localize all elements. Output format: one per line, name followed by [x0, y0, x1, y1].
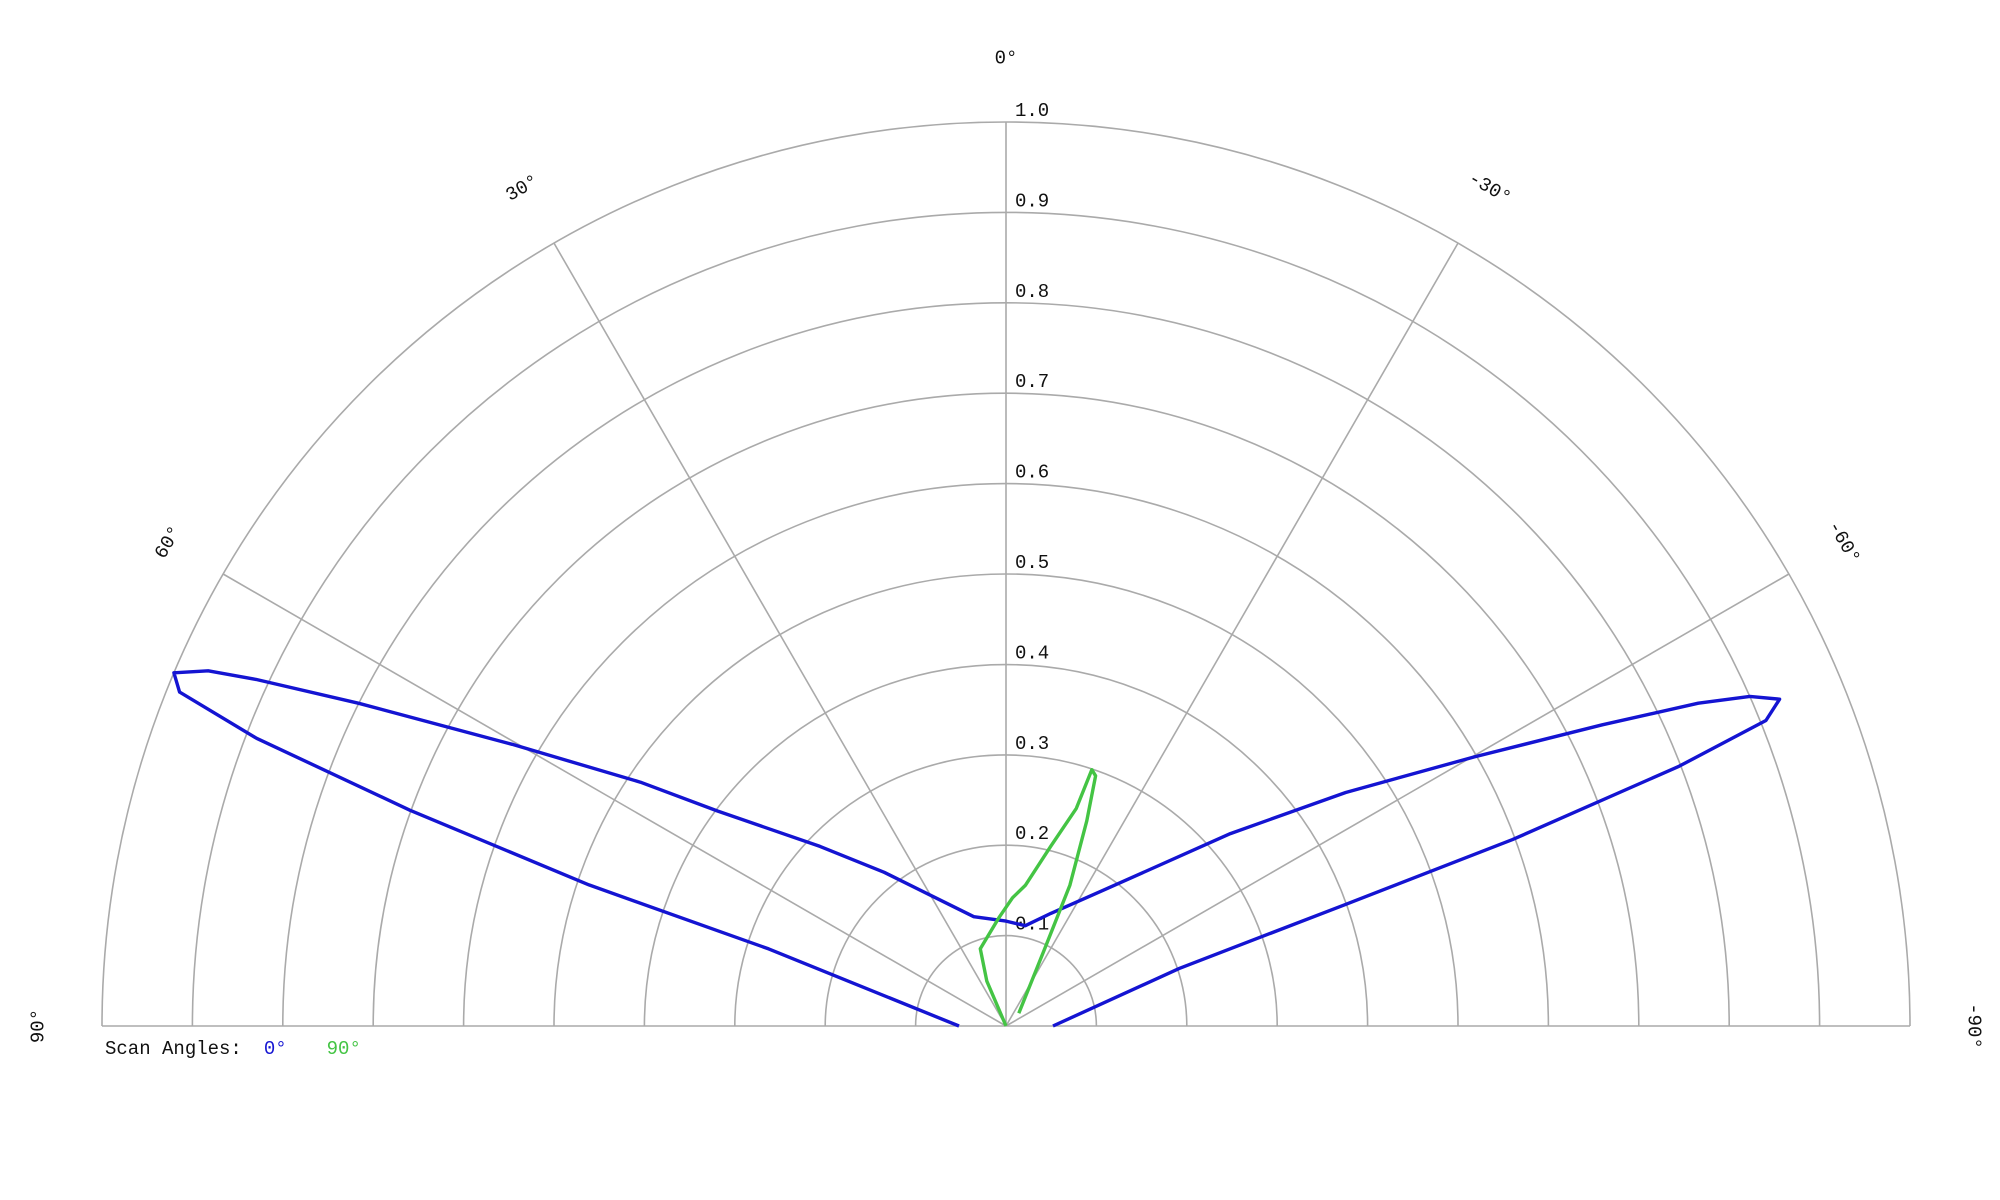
r-tick-label: 0.6: [1015, 462, 1049, 484]
theta-tick-label: 30°: [502, 170, 543, 206]
series-line: [978, 768, 1098, 1027]
r-tick-label: 1.0: [1015, 100, 1049, 122]
theta-tick-label: -30°: [1464, 167, 1514, 209]
grid-spoke: [553, 242, 1007, 1027]
theta-tick-label: 90°: [28, 1009, 50, 1043]
legend-entry: 0°: [264, 1038, 287, 1060]
r-tick-label: 0.8: [1015, 281, 1049, 303]
grid-spoke: [1005, 242, 1459, 1027]
theta-tick-label: 0°: [995, 48, 1018, 70]
grid-spoke: [1005, 573, 1790, 1027]
legend-title: Scan Angles:: [105, 1038, 242, 1060]
r-tick-label: 0.2: [1015, 823, 1049, 845]
legend-entry: 90°: [327, 1038, 361, 1060]
r-tick-label: 0.9: [1015, 190, 1049, 212]
theta-tick-label: -60°: [1823, 517, 1865, 567]
theta-tick-label: 60°: [150, 522, 186, 563]
series-line: [172, 669, 1782, 1028]
theta-tick-label: -90°: [1962, 1003, 1984, 1049]
r-tick-label: 0.3: [1015, 733, 1049, 755]
r-tick-label: 0.5: [1015, 552, 1049, 574]
r-tick-label: 0.4: [1015, 642, 1049, 664]
r-tick-label: 0.7: [1015, 371, 1049, 393]
grid: [101, 121, 1911, 1027]
grid-spoke: [222, 573, 1007, 1027]
